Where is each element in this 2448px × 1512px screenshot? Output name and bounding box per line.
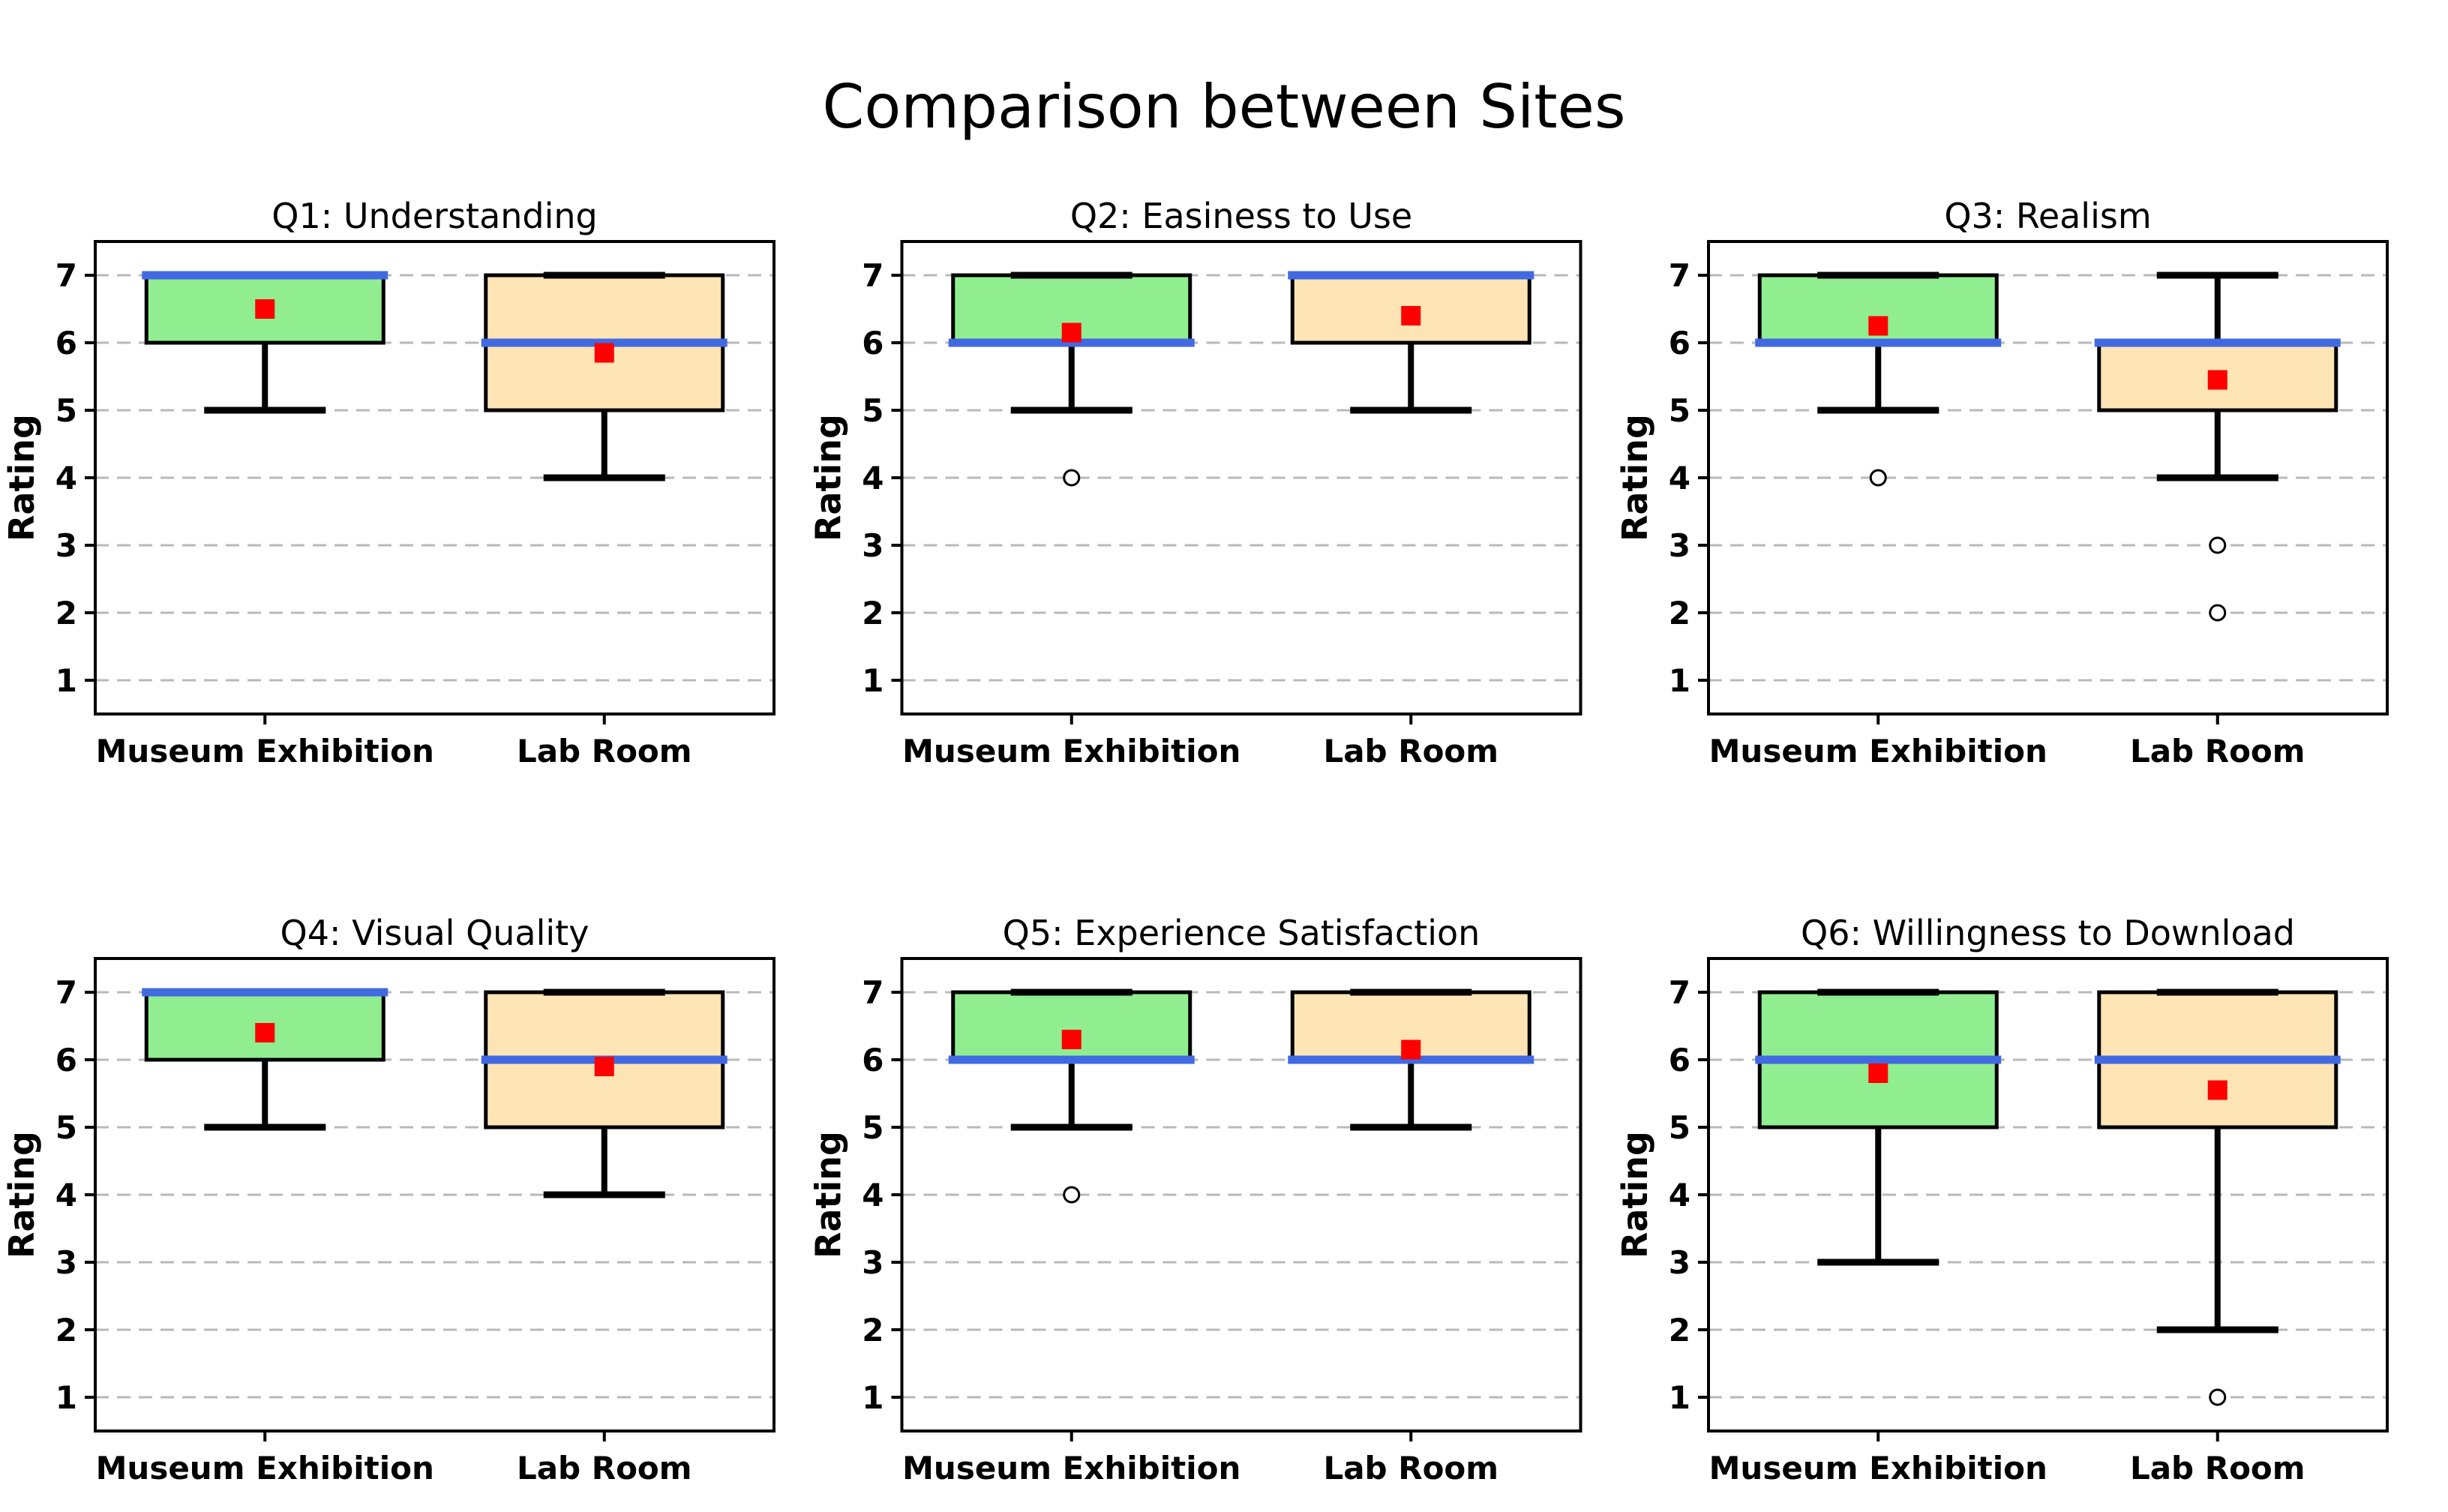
y-tick-label-2: 2 (56, 595, 77, 632)
y-tick-label-5: 5 (1669, 392, 1690, 429)
y-tick-label-6: 6 (862, 1042, 884, 1078)
y-tick-label-5: 5 (56, 392, 77, 429)
y-tick-label-5: 5 (1669, 1109, 1690, 1146)
y-tick-label-7: 7 (1669, 257, 1690, 294)
y-axis-label: Rating (2, 414, 42, 542)
y-tick-label-3: 3 (1669, 1244, 1690, 1281)
y-tick-label-2: 2 (862, 595, 884, 632)
y-tick-label-1: 1 (862, 662, 884, 699)
y-tick-label-2: 2 (1669, 595, 1690, 632)
museum-outlier-4 (1869, 469, 1887, 487)
subplot-title: Q2: Easiness to Use (1070, 196, 1412, 236)
y-tick-label-1: 1 (1669, 1379, 1690, 1416)
y-tick-label-4: 4 (1669, 1177, 1690, 1214)
x-category-label: Lab Room (517, 1450, 692, 1486)
y-axis-label: Rating (808, 414, 849, 542)
figure-title: Comparison between Sites (822, 72, 1626, 142)
lab-outlier-3 (2209, 536, 2227, 554)
y-tick-label-2: 2 (1669, 1312, 1690, 1348)
lab-outlier-1 (2209, 1388, 2227, 1406)
subplot-1: Museum Exhibition Lab Room Q1: Understandi… (2, 196, 776, 770)
subplot-title: Q3: Realism (1944, 196, 2151, 236)
y-tick-label-3: 3 (862, 527, 884, 564)
y-axis-label: Rating (1615, 1131, 1655, 1258)
y-tick-label-6: 6 (56, 1042, 77, 1078)
y-axis-label: Rating (2, 1131, 42, 1258)
x-category-label: Lab Room (517, 733, 692, 770)
subplot-title: Q1: Understanding (272, 196, 598, 236)
museum-mean-marker (1061, 1030, 1082, 1049)
y-tick-label-4: 4 (862, 460, 884, 496)
y-tick-label-1: 1 (862, 1379, 884, 1416)
lab-mean-marker (1401, 1040, 1421, 1060)
y-tick-label-4: 4 (56, 1177, 77, 1214)
x-category-label: Museum Exhibition (96, 1450, 434, 1486)
x-category-label: Lab Room (1323, 1450, 1498, 1486)
y-tick-label-5: 5 (862, 1109, 884, 1146)
museum-mean-marker (255, 299, 275, 319)
museum-mean-marker (1061, 322, 1082, 343)
lab-outlier-2 (2209, 604, 2227, 622)
y-tick-label-7: 7 (56, 974, 77, 1011)
y-tick-label-1: 1 (1669, 662, 1690, 699)
y-tick-label-7: 7 (862, 974, 884, 1011)
lab-mean-marker (1401, 306, 1421, 326)
x-category-label: Lab Room (2130, 733, 2306, 770)
museum-outlier-4 (1063, 469, 1081, 487)
y-tick-label-4: 4 (56, 460, 77, 496)
x-category-label: Museum Exhibition (96, 733, 434, 770)
subplot-2: Museum Exhibition Lab Room Q2: Easiness to… (808, 196, 1582, 770)
y-tick-label-1: 1 (56, 1379, 77, 1416)
y-tick-label-3: 3 (1669, 527, 1690, 564)
y-tick-label-2: 2 (862, 1312, 884, 1348)
subplot-title: Q6: Willingness to Download (1801, 913, 2295, 953)
y-tick-label-2: 2 (56, 1312, 77, 1348)
y-tick-label-6: 6 (1669, 1042, 1690, 1078)
y-tick-label-1: 1 (56, 662, 77, 699)
subplot-title: Q5: Experience Satisfaction (1003, 913, 1480, 953)
subplot-5: Museum Exhibition Lab Room Q5: Experience … (808, 913, 1582, 1486)
x-category-label: Museum Exhibition (1709, 1450, 2048, 1486)
museum-mean-marker (1868, 1064, 1888, 1083)
museum-outlier-4 (1063, 1186, 1081, 1204)
subplot-title: Q4: Visual Quality (280, 913, 590, 953)
y-axis-label: Rating (808, 1131, 849, 1258)
y-tick-label-3: 3 (862, 1244, 884, 1281)
subplot-4: Museum Exhibition Lab Room Q4: Visual Qual… (2, 913, 776, 1486)
x-category-label: Museum Exhibition (902, 1450, 1240, 1486)
museum-box (951, 990, 1192, 1062)
lab-mean-marker (594, 1057, 614, 1076)
y-tick-label-4: 4 (1669, 460, 1690, 496)
y-tick-label-7: 7 (862, 257, 884, 294)
y-tick-label-3: 3 (56, 1244, 77, 1281)
y-tick-label-4: 4 (862, 1177, 884, 1214)
y-tick-label-7: 7 (56, 257, 77, 294)
y-axis-label: Rating (1615, 414, 1655, 542)
lab-mean-marker (594, 343, 614, 363)
museum-mean-marker (255, 1023, 275, 1042)
x-category-label: Museum Exhibition (902, 733, 1240, 770)
y-tick-label-3: 3 (56, 527, 77, 564)
y-tick-label-6: 6 (862, 325, 884, 362)
museum-mean-marker (1868, 316, 1888, 336)
subplot-3: Museum Exhibition Lab Room Q3: Realism Rati… (1615, 196, 2389, 770)
y-tick-label-6: 6 (56, 325, 77, 362)
x-category-label: Lab Room (1323, 733, 1498, 770)
y-tick-label-5: 5 (56, 1109, 77, 1146)
y-tick-label-5: 5 (862, 392, 884, 429)
subplot-6: Museum Exhibition Lab Room Q6: Willingness… (1615, 913, 2389, 1486)
x-category-label: Lab Room (2130, 1450, 2306, 1486)
x-category-label: Museum Exhibition (1709, 733, 2048, 770)
y-tick-label-7: 7 (1669, 974, 1690, 1011)
lab-mean-marker (2207, 1080, 2228, 1100)
lab-mean-marker (2207, 370, 2228, 390)
y-tick-label-6: 6 (1669, 325, 1690, 362)
